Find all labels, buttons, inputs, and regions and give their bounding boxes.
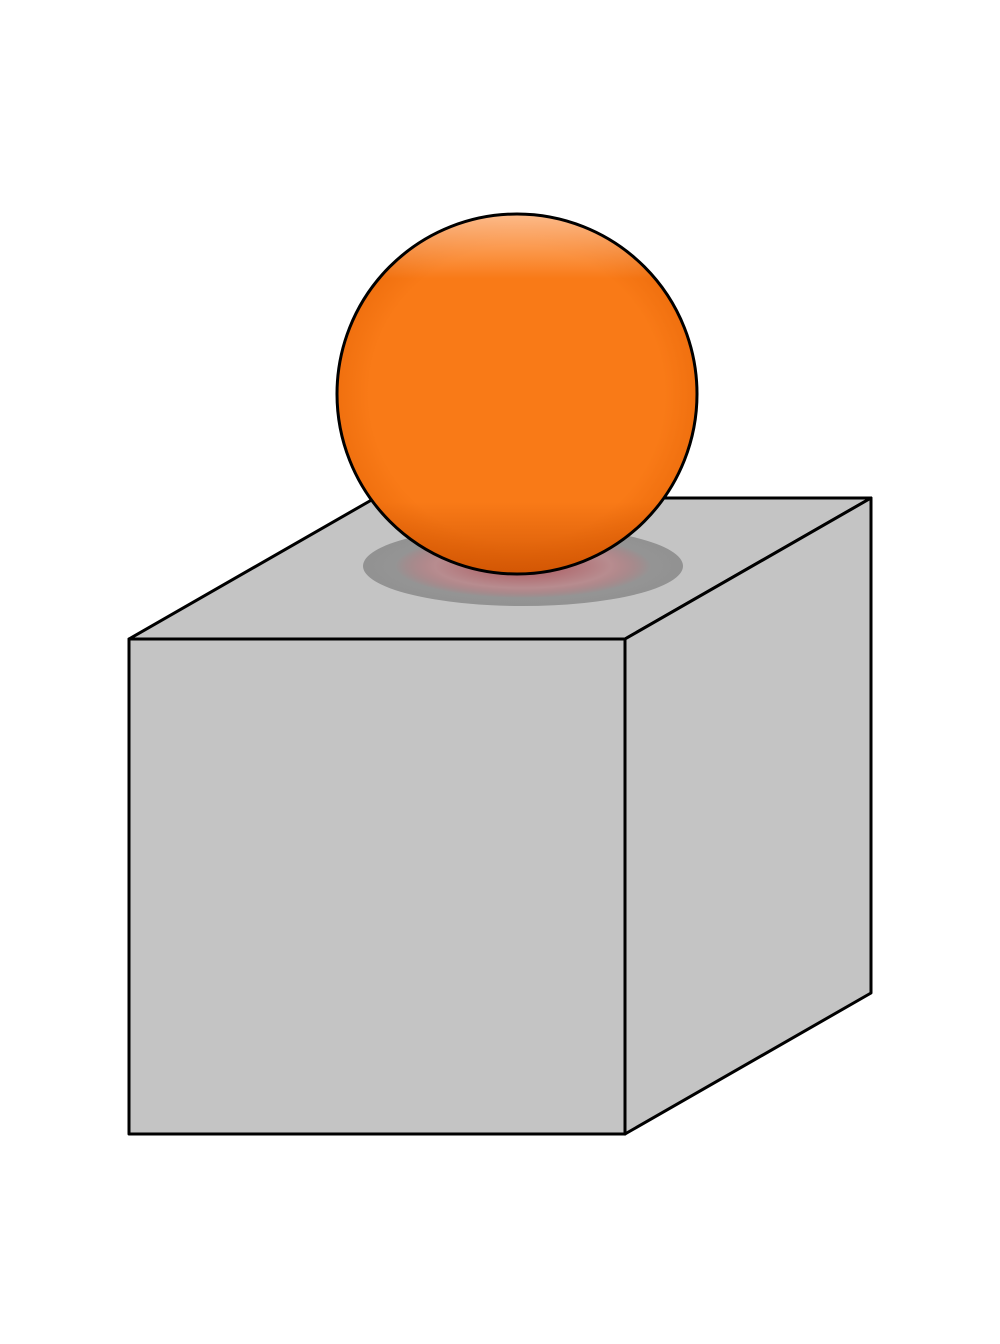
sphere-outline xyxy=(335,212,699,576)
cube xyxy=(127,496,873,1136)
cube-front-face xyxy=(127,637,627,1136)
sphere-shading xyxy=(337,214,697,574)
sphere xyxy=(335,212,699,576)
